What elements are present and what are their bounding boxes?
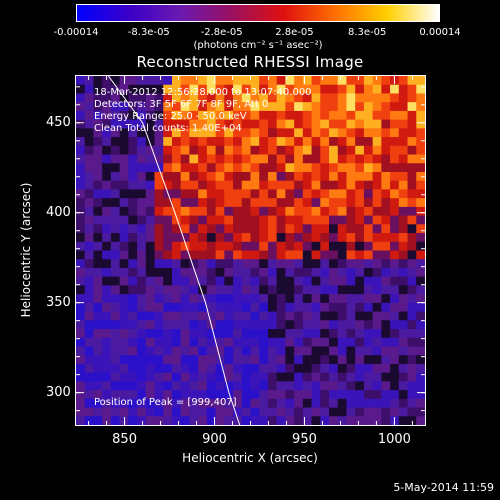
- peak-position-text: Position of Peak = [999,407]: [94, 397, 237, 408]
- detectors-text: Detectors: 3F 5F 6F 7F 8F 9F, Att 0: [94, 99, 269, 110]
- x-tick-label: 1000: [377, 432, 411, 447]
- x-tick-label: 950: [292, 432, 317, 447]
- colorbar-tick-label: -8.3e-05: [127, 27, 170, 38]
- energy-range-text: Energy Range: 25.0 - 50.0 keV: [94, 111, 247, 122]
- y-axis-label: Heliocentric Y (arcsec): [19, 182, 33, 318]
- colorbar-tick-label: -2.8e-05: [200, 27, 243, 38]
- x-tick-label: 900: [202, 432, 227, 447]
- heatmap-image: [76, 76, 425, 425]
- y-tick-label: 350: [46, 294, 71, 310]
- x-axis-label: Heliocentric X (arcsec): [182, 451, 318, 465]
- x-tick-label: 850: [112, 432, 137, 447]
- colorbar-ticks: -0.00014 -8.3e-05 -2.8e-05 2.8e-05 8.3e-05 0.…: [0, 0, 500, 60]
- time-range-text: 18-Mar-2012 12:56:28.000 to 13:07:40.000: [94, 87, 312, 98]
- colorbar: [76, 4, 440, 22]
- y-tick-label: 300: [46, 384, 71, 400]
- y-tick-label: 450: [46, 114, 71, 130]
- colorbar-tick-label: -0.00014: [53, 27, 99, 38]
- colorbar-tick-label: 8.3e-05: [347, 27, 387, 38]
- date-stamp: 5-May-2014 11:59: [393, 481, 494, 494]
- method-text: Clean Total counts: 1.40E+04: [94, 123, 242, 134]
- colorbar-unit-label: (photons cm⁻² s⁻¹ asec⁻²): [193, 40, 323, 51]
- chart-title: Reconstructed RHESSI Image: [136, 53, 364, 71]
- colorbar-tick-label: 0.00014: [419, 27, 461, 38]
- colorbar-tick-label: 2.8e-05: [275, 27, 314, 38]
- solar-limb-curve: [107, 76, 241, 425]
- plot-area: [75, 75, 426, 426]
- y-tick-label: 400: [46, 204, 71, 220]
